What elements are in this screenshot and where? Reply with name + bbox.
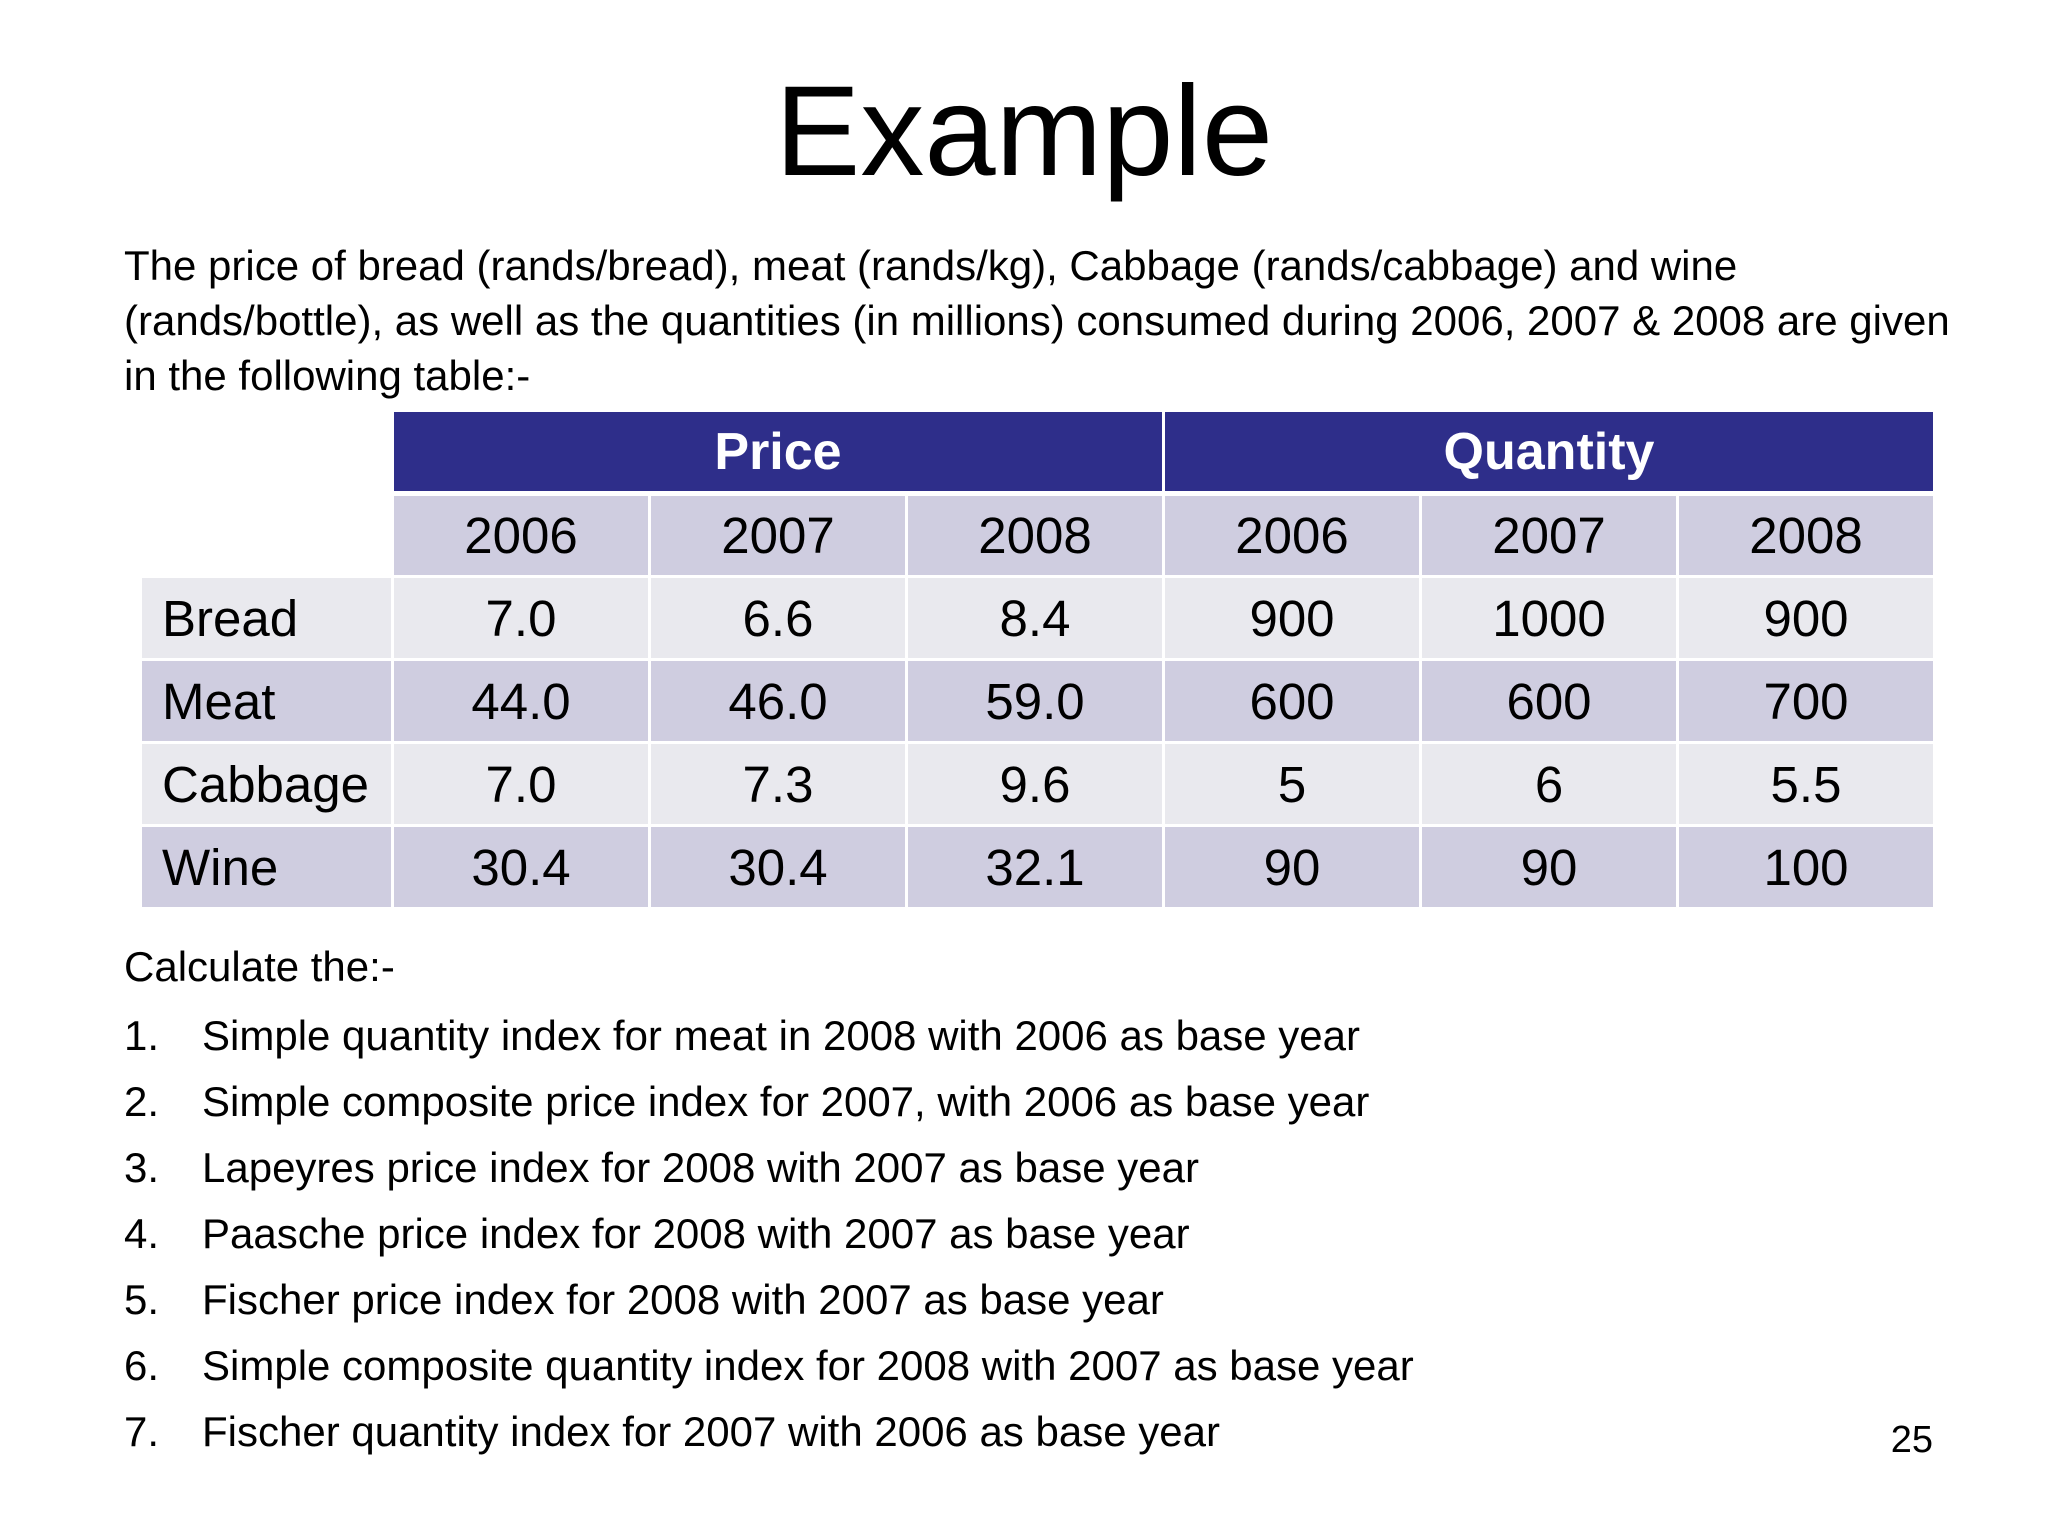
table-cell: 900 <box>1675 575 1937 661</box>
calculate-heading: Calculate the:- <box>124 943 395 990</box>
list-text: Simple quantity index for meat in 2008 w… <box>202 1012 1361 1059</box>
list-item: 1. Simple quantity index for meat in 2008… <box>124 1003 1414 1069</box>
list-item: 3. Lapeyres price index for 2008 with 200… <box>124 1135 1414 1201</box>
table-cell: 7.0 <box>391 575 651 661</box>
list-item: 4. Paasche price index for 2008 with 2007… <box>124 1201 1414 1267</box>
table-row: Bread 7.0 6.6 8.4 900 1000 900 <box>139 575 1937 661</box>
table-cell: 700 <box>1675 658 1937 744</box>
table-cell: 8.4 <box>905 575 1165 661</box>
page-number: 25 <box>1890 1419 1933 1461</box>
table-cell: 6 <box>1419 741 1679 827</box>
table-cell: 600 <box>1419 658 1679 744</box>
table-cell: 44.0 <box>391 658 651 744</box>
table-row: Meat 44.0 46.0 59.0 600 600 700 <box>139 658 1937 744</box>
quantity-group-header: Quantity <box>1161 409 1937 496</box>
table-cell: 1000 <box>1419 575 1679 661</box>
intro-paragraph: The price of bread (rands/bread), meat (… <box>124 242 1950 399</box>
table-cell: 59.0 <box>905 658 1165 744</box>
year-header: 2006 <box>1162 492 1422 578</box>
task-list: 1. Simple quantity index for meat in 2008… <box>124 1003 1414 1465</box>
list-text: Simple composite price index for 2007, w… <box>202 1078 1370 1125</box>
table-cell: 7.3 <box>648 741 908 827</box>
table-year-header-row: 2006 2007 2008 2006 2007 2008 <box>139 492 1937 578</box>
list-number: 6. <box>124 1342 160 1389</box>
table-corner-cell <box>139 492 394 578</box>
slide-title: Example <box>775 60 1273 203</box>
year-header: 2007 <box>1419 492 1679 578</box>
list-number: 2. <box>124 1078 160 1125</box>
table-cell: 600 <box>1162 658 1422 744</box>
table-cell: 7.0 <box>391 741 651 827</box>
year-header: 2008 <box>1675 492 1937 578</box>
row-label: Wine <box>139 824 394 910</box>
table-cell: 100 <box>1675 824 1937 910</box>
list-text: Lapeyres price index for 2008 with 2007 … <box>202 1144 1199 1191</box>
table-cell: 5.5 <box>1675 741 1937 827</box>
year-header: 2007 <box>648 492 908 578</box>
list-number: 5. <box>124 1276 160 1323</box>
list-number: 1. <box>124 1012 160 1059</box>
list-text: Fischer price index for 2008 with 2007 a… <box>202 1276 1164 1323</box>
list-text: Fischer quantity index for 2007 with 200… <box>202 1408 1220 1455</box>
table-cell: 90 <box>1419 824 1679 910</box>
table-cell: 5 <box>1162 741 1422 827</box>
table-row: Wine 30.4 30.4 32.1 90 90 100 <box>139 824 1937 910</box>
year-header: 2006 <box>391 492 651 578</box>
table-cell: 30.4 <box>391 824 651 910</box>
table-cell: 90 <box>1162 824 1422 910</box>
list-item: 2. Simple composite price index for 2007,… <box>124 1069 1414 1135</box>
list-text: Paasche price index for 2008 with 2007 a… <box>202 1210 1190 1257</box>
table-cell: 900 <box>1162 575 1422 661</box>
table-cell: 46.0 <box>648 658 908 744</box>
table-group-header-row: Price Quantity <box>139 409 1937 496</box>
row-label: Meat <box>139 658 394 744</box>
table-cell: 9.6 <box>905 741 1165 827</box>
row-label: Cabbage <box>139 741 394 827</box>
list-item: 6. Simple composite quantity index for 20… <box>124 1333 1414 1399</box>
table-row: Cabbage 7.0 7.3 9.6 5 6 5.5 <box>139 741 1937 827</box>
price-quantity-table: Price Quantity 2006 2007 2008 2006 2007 … <box>139 409 1937 910</box>
list-item: 7. Fischer quantity index for 2007 with 2… <box>124 1399 1414 1465</box>
price-group-header: Price <box>391 409 1165 496</box>
list-number: 4. <box>124 1210 160 1257</box>
list-number: 3. <box>124 1144 160 1191</box>
row-label: Bread <box>139 575 394 661</box>
table-cell: 30.4 <box>648 824 908 910</box>
list-number: 7. <box>124 1408 160 1455</box>
table-cell: 6.6 <box>648 575 908 661</box>
list-text: Simple composite quantity index for 2008… <box>202 1342 1414 1389</box>
year-header: 2008 <box>905 492 1165 578</box>
table-cell: 32.1 <box>905 824 1165 910</box>
list-item: 5. Fischer price index for 2008 with 2007… <box>124 1267 1414 1333</box>
table-corner-cell <box>139 409 394 495</box>
